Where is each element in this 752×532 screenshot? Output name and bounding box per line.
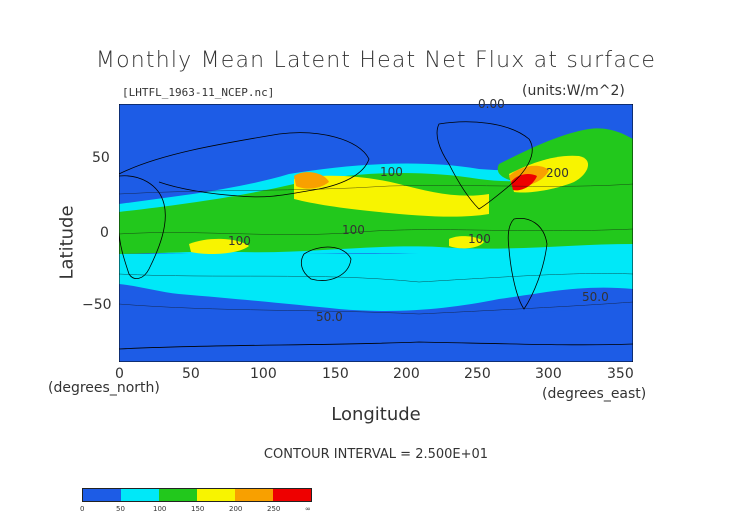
contour-interval: CONTOUR INTERVAL = 2.500E+01 xyxy=(263,447,489,462)
colorbar-label: 0 xyxy=(80,505,85,513)
colorbar-label: 100 xyxy=(153,505,167,513)
colorbar-segment xyxy=(121,489,140,501)
colorbar-segment xyxy=(102,489,121,501)
chart-title: Monthly Mean Latent Heat Net Flux at sur… xyxy=(95,48,657,73)
contour-label: 50.0 xyxy=(582,290,609,304)
y-tick-label: 0 xyxy=(100,225,109,241)
colorbar-segment xyxy=(159,489,178,501)
colorbar-segment xyxy=(197,489,216,501)
contour-label: 100 xyxy=(380,165,403,179)
colorbar-segment xyxy=(254,489,273,501)
y-axis-title: Latitude xyxy=(56,205,78,280)
x-tick-label: 100 xyxy=(250,366,277,382)
x-tick-label: 0 xyxy=(115,366,124,382)
y-tick-label: −50 xyxy=(82,297,112,313)
x-tick-label: 150 xyxy=(322,366,349,382)
colorbar-segment xyxy=(140,489,159,501)
contour-line xyxy=(119,301,633,315)
contour-label: 50.0 xyxy=(316,310,343,324)
colorbar-label: 250 xyxy=(267,505,281,513)
colorbar-segment xyxy=(216,489,235,501)
contour-label: 100 xyxy=(228,234,251,248)
x-tick-label: 50 xyxy=(182,366,200,382)
contour-label: 100 xyxy=(342,223,365,237)
x-axis-title: Longitude xyxy=(331,404,421,425)
flux-region-southern-low xyxy=(119,299,633,362)
colorbar-label: ∞ xyxy=(305,505,311,513)
y-axis-unit: (degrees_north) xyxy=(48,380,160,396)
x-tick-label: 250 xyxy=(464,366,491,382)
x-axis-unit: (degrees_east) xyxy=(542,386,647,402)
continent-eurasia-outline xyxy=(119,132,370,198)
contour-line xyxy=(119,228,633,235)
contour-line xyxy=(119,183,633,195)
file-label: [LHTFL_1963-11_NCEP.nc] xyxy=(122,86,275,99)
continent-africa-outline xyxy=(119,175,166,279)
contour-label: 0.00 xyxy=(478,97,505,111)
colorbar xyxy=(82,488,312,502)
colorbar-segment xyxy=(273,489,292,501)
continent-north-america-outline xyxy=(436,121,533,210)
colorbar-segment xyxy=(292,489,311,501)
continent-antarctica-outline xyxy=(119,341,633,350)
x-tick-label: 350 xyxy=(607,366,634,382)
colorbar-label: 50 xyxy=(116,505,125,513)
flux-region-yellow-north xyxy=(294,175,489,217)
colorbar-segment xyxy=(178,489,197,501)
contour-label: 200 xyxy=(546,166,569,180)
contour-line xyxy=(119,273,633,283)
heat-flux-map xyxy=(119,104,633,362)
x-tick-label: 200 xyxy=(393,366,420,382)
y-tick-label: 50 xyxy=(92,150,110,166)
colorbar-segment xyxy=(235,489,254,501)
contour-label: 100 xyxy=(468,232,491,246)
colorbar-label: 150 xyxy=(191,505,205,513)
flux-region-cyan-south xyxy=(119,254,633,311)
flux-region-orange-japan xyxy=(294,172,329,189)
flux-region-yellow-south xyxy=(449,236,484,249)
colorbar-label: 200 xyxy=(229,505,243,513)
units-label: (units:W/m^2) xyxy=(522,83,625,99)
x-tick-label: 300 xyxy=(535,366,562,382)
flux-region-yellow-indian xyxy=(189,238,249,254)
colorbar-segment xyxy=(83,489,102,501)
